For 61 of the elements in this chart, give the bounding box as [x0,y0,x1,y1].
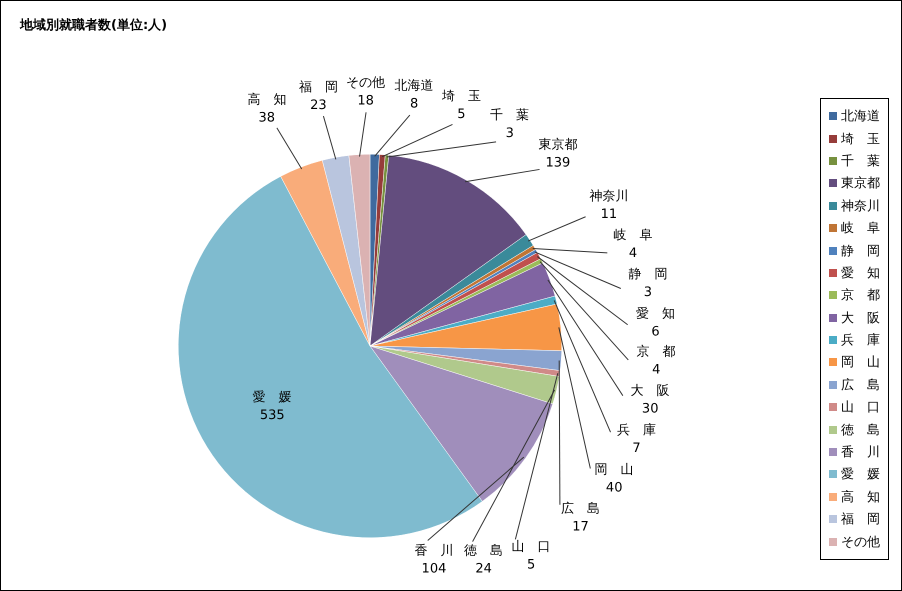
legend-label: その他 [841,534,880,551]
data-label: 4 [628,246,638,262]
legend-label: 千 葉 [841,152,880,170]
legend-label: 東京都 [841,175,880,192]
legend-label: 愛 知 [841,264,880,282]
legend-label: 岡 山 [841,354,880,372]
legend-label: 香 川 [841,444,880,462]
data-label: 6 [651,324,660,340]
slice-label: 兵 庫 [617,422,656,438]
legend-label: 兵 庫 [841,332,880,350]
data-label: 3 [506,126,514,141]
legend-label: 徳 島 [841,422,880,439]
data-label: 30 [642,401,658,416]
legend-label: 広 島 [841,376,880,394]
slice-label: 福 岡 [298,80,338,95]
data-label: 11 [600,207,618,222]
legend-label: 大 阪 [841,310,880,327]
slice-label: 北海道 [394,78,434,94]
slice-label: 岐 阜 [613,228,652,244]
data-label: 139 [546,156,570,171]
data-label: 40 [606,480,622,496]
legend-label: 京 都 [841,287,880,304]
legend-label: 埼 玉 [841,130,880,148]
data-label: 5 [526,557,536,572]
slice-label: 岡 山 [594,462,634,478]
data-label: 7 [632,440,641,456]
slice-label: 高 知 [247,92,286,108]
slice-label: 神奈川 [589,189,628,204]
data-label: 535 [260,408,285,424]
legend-label: 北海道 [841,108,880,126]
legend-label: 山 口 [841,399,880,416]
data-label: 38 [258,110,276,126]
data-label: 104 [422,561,446,576]
data-label: 17 [572,520,589,535]
legend-label: 福 岡 [841,511,880,528]
legend-label: 静 岡 [841,242,880,260]
slice-label: 香 川 [414,543,454,558]
data-label: 24 [475,561,492,576]
slice-label: 愛 媛 [252,390,292,406]
legend-label: 愛 媛 [841,466,880,484]
data-label: 23 [310,98,327,113]
slice-label: 大 阪 [630,383,670,398]
slice-label: 徳 島 [464,543,504,558]
slice-label: 広 島 [560,500,600,517]
legend-label: 岐 阜 [841,220,880,238]
slice-label: 静 岡 [628,266,668,282]
data-label: 3 [644,284,652,300]
legend-label: 高 知 [841,488,880,506]
legend-label: 神奈川 [841,198,880,215]
slice-label: その他 [346,76,386,91]
data-label: 18 [357,94,374,109]
slice-label: 山 口 [512,539,551,554]
data-label: 5 [457,106,466,122]
data-label: 8 [410,96,418,112]
slice-label: 千 葉 [490,108,530,123]
slice-label: 東京都 [538,138,578,153]
data-label: 4 [652,362,660,378]
chart-title: 地域別就職者数(単位:人) [20,16,168,34]
slice-label: 京 都 [636,344,676,360]
slice-label: 愛 知 [636,306,676,322]
slice-label: 埼 玉 [440,88,481,104]
